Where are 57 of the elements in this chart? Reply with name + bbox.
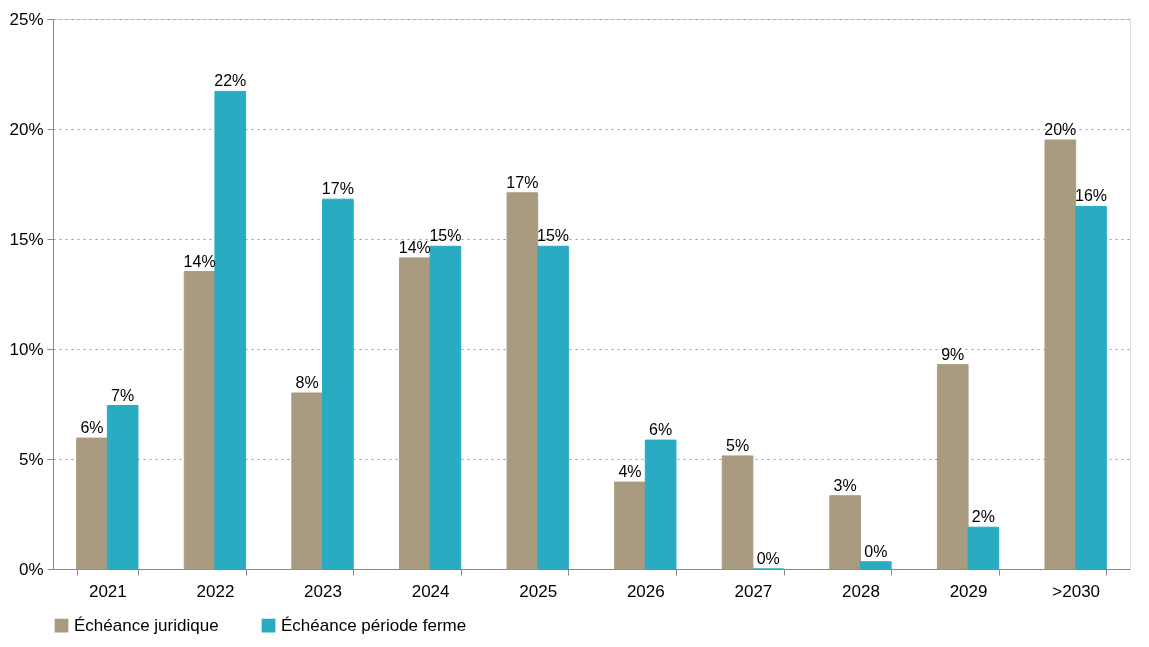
- bar: [721, 455, 754, 570]
- bar: [398, 257, 431, 570]
- bar: [106, 405, 139, 570]
- data-label: 9%: [941, 345, 965, 363]
- bar: [214, 90, 247, 570]
- x-tick-label: 2028: [842, 581, 880, 601]
- data-label: 15%: [537, 227, 570, 245]
- bar: [859, 561, 892, 570]
- data-label: 15%: [429, 227, 462, 245]
- bar: [614, 481, 646, 570]
- y-tick-label: 15%: [9, 229, 44, 249]
- x-tick-label: >2030: [1052, 581, 1101, 601]
- x-tick-label: 2023: [304, 581, 342, 601]
- y-tick-label: 25%: [9, 9, 44, 29]
- bar: [429, 245, 462, 570]
- data-label: 5%: [725, 436, 750, 454]
- bar: [967, 526, 1000, 570]
- y-tick-label: 20%: [9, 119, 44, 139]
- x-tick-label: 2022: [196, 581, 235, 601]
- data-label: 0%: [864, 542, 888, 560]
- data-label: 2%: [971, 508, 995, 526]
- bar: [183, 271, 216, 570]
- bar: [537, 245, 569, 570]
- x-tick-label: 2025: [519, 581, 558, 601]
- bar: [936, 364, 969, 570]
- data-label: 8%: [295, 374, 319, 391]
- bar: [506, 192, 539, 570]
- bar: [1075, 205, 1107, 570]
- bar: [322, 198, 354, 570]
- y-tick-label: 5%: [18, 449, 44, 469]
- bar: [644, 439, 677, 570]
- data-label: 17%: [321, 180, 354, 198]
- y-tick-label: 0%: [18, 559, 44, 579]
- data-label: 6%: [649, 421, 673, 439]
- data-label: 22%: [214, 72, 247, 90]
- x-tick-label: 2026: [626, 581, 665, 601]
- bar: [76, 437, 108, 570]
- data-label: 16%: [1074, 187, 1108, 205]
- x-tick-label: 2027: [734, 581, 773, 601]
- y-tick-label: 10%: [9, 339, 44, 359]
- x-tick-label: 2029: [949, 581, 988, 601]
- bar: [291, 392, 324, 570]
- data-label: 0%: [756, 550, 780, 567]
- data-label: 20%: [1044, 121, 1077, 138]
- data-label: 14%: [183, 252, 216, 270]
- bar: [1044, 139, 1077, 570]
- legend-label: Échéance période ferme: [281, 615, 467, 635]
- data-label: 17%: [506, 173, 539, 191]
- bar: [829, 495, 861, 570]
- data-label: 7%: [111, 386, 135, 404]
- x-tick-label: 2021: [88, 581, 127, 601]
- data-label: 3%: [833, 476, 857, 494]
- data-label: 6%: [80, 419, 104, 437]
- data-label: 14%: [398, 238, 431, 256]
- legend-label: Échéance juridique: [74, 615, 219, 635]
- data-label: 4%: [618, 463, 642, 481]
- x-tick-label: 2024: [411, 581, 450, 601]
